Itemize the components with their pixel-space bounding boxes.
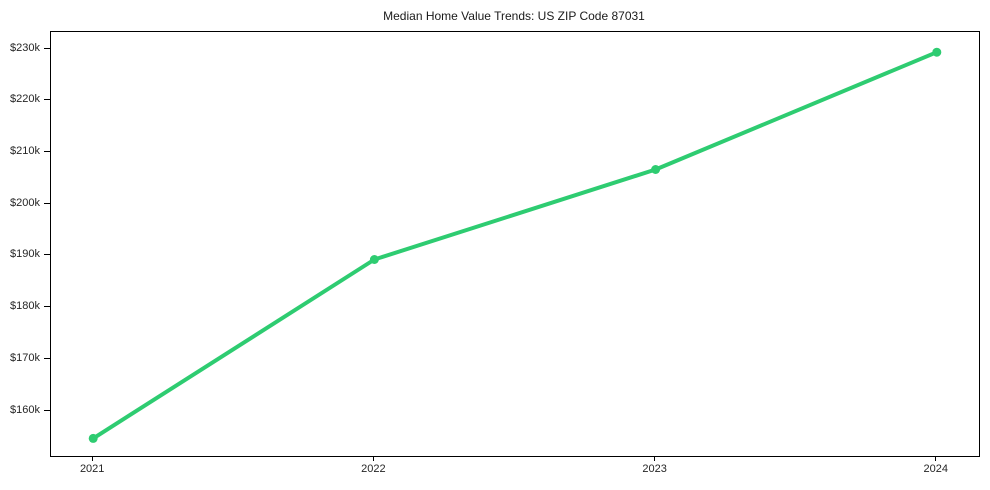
y-tick-mark [44,254,50,256]
y-tick-mark [44,306,50,308]
data-point-2022 [369,255,379,264]
y-tick-label: $160k [10,403,40,416]
y-tick-mark [44,409,50,411]
data-point-2021 [88,433,98,443]
x-tick-mark [91,456,93,461]
x-tick-label: 2024 [923,463,949,475]
y-tick-label: $210k [10,145,40,157]
y-tick-mark [44,151,50,152]
y-tick-label: $200k [10,196,40,209]
y-tick-label: $230k [10,41,40,54]
plot-area [50,31,980,457]
y-tick-mark [44,202,50,204]
line-series-svg [88,47,942,443]
y-tick-label: $190k [10,248,40,261]
x-tick-label: 2021 [79,463,105,475]
series-line [91,50,939,441]
chart-title: Median Home Value Trends: US ZIP Code 87… [383,9,645,23]
y-tick-label: $220k [10,93,40,106]
x-tick-mark [654,456,656,461]
y-tick-label: $180k [10,300,40,313]
data-point-2024 [932,47,942,57]
y-tick-mark [44,99,50,101]
y-tick-mark [44,357,50,359]
x-tick-label: 2023 [642,463,667,475]
x-tick-mark [935,456,937,461]
x-tick-label: 2022 [361,463,386,475]
y-tick-label: $170k [10,351,40,364]
x-tick-mark [372,456,374,461]
data-point-2023 [651,165,661,174]
y-tick-mark [44,47,50,49]
